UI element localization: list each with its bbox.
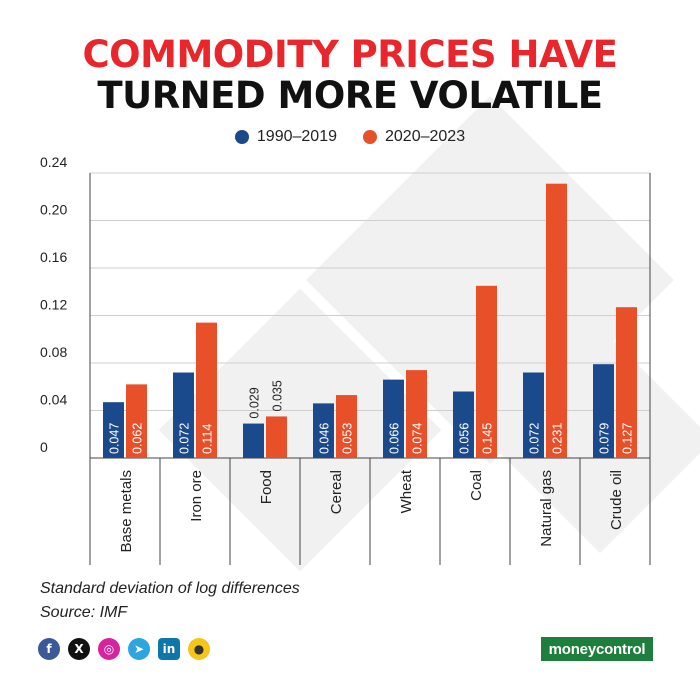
bar-chart: 0 0.04 0.08 0.12 0.16 0.20 0.24 0.047 0.062 Base … [40, 154, 651, 565]
x-tick-label: Crude oil [608, 470, 625, 530]
x-tick-label: Wheat [398, 469, 415, 513]
social-icons: f X ◎ ➤ in ● [38, 638, 210, 660]
legend-item-series-1: 1990–2019 [234, 128, 337, 146]
data-label: 0.047 [108, 423, 122, 454]
legend-label-series-1: 1990–2019 [256, 128, 337, 145]
koo-icon[interactable]: ● [188, 638, 210, 660]
footnote: Standard deviation of log differences [40, 580, 300, 597]
facebook-icon[interactable]: f [38, 638, 60, 660]
bar [313, 403, 334, 458]
data-label: 0.035 [271, 380, 285, 411]
bar [523, 372, 544, 458]
bar [546, 183, 567, 458]
data-label: 0.231 [551, 423, 565, 454]
bar [476, 285, 497, 458]
data-label: 0.062 [131, 423, 145, 454]
data-label: 0.145 [481, 423, 495, 454]
bar [103, 402, 124, 458]
source-note: Source: IMF [40, 604, 128, 621]
x-tick-label: Iron ore [188, 470, 205, 522]
instagram-icon[interactable]: ◎ [98, 638, 120, 660]
bar [616, 307, 637, 458]
data-label: 0.066 [388, 423, 402, 454]
y-tick-label: 0.20 [40, 202, 67, 218]
legend-swatch-series-1 [234, 130, 249, 144]
bar [243, 423, 264, 458]
x-tick-label: Base metals [118, 470, 135, 553]
bar [126, 384, 147, 458]
bar [406, 370, 427, 458]
x-tick-label: Food [258, 470, 275, 504]
data-label: 0.074 [411, 423, 425, 454]
brand-logo: moneycontrol [541, 637, 653, 661]
y-tick-label: 0.24 [40, 154, 67, 170]
y-tick-label: 0.08 [40, 344, 67, 360]
data-label: 0.079 [598, 423, 612, 454]
bar [383, 379, 404, 458]
data-label: 0.114 [201, 424, 215, 454]
data-label: 0.127 [621, 423, 635, 454]
data-label: 0.072 [178, 423, 192, 454]
data-label: 0.053 [341, 423, 355, 454]
legend: 1990–2019 2020–2023 [0, 128, 700, 146]
bar [336, 395, 357, 458]
data-label: 0.056 [458, 423, 472, 454]
chart-title-line-1: COMMODITY PRICES HAVE [82, 33, 618, 76]
legend-swatch-series-2 [363, 130, 377, 144]
chart-title-line-2: TURNED MORE VOLATILE [97, 74, 603, 117]
x-tick-label: Coal [468, 470, 485, 501]
bar [593, 364, 614, 458]
legend-label-series-2: 2020–2023 [385, 128, 466, 145]
data-label: 0.072 [528, 423, 542, 454]
data-label: 0.029 [248, 387, 262, 418]
bar [266, 416, 287, 458]
y-tick-label: 0 [40, 439, 48, 455]
x-icon[interactable]: X [68, 638, 90, 660]
y-tick-label: 0.16 [40, 249, 67, 265]
x-tick-label: Natural gas [538, 470, 555, 547]
linkedin-icon[interactable]: in [158, 638, 180, 660]
legend-item-series-2: 2020–2023 [363, 128, 465, 146]
bar [173, 372, 194, 458]
bar [196, 322, 217, 458]
data-label: 0.046 [318, 423, 332, 454]
y-tick-label: 0.12 [40, 297, 67, 313]
y-tick-label: 0.04 [40, 392, 67, 408]
telegram-icon[interactable]: ➤ [128, 638, 150, 660]
bar [453, 391, 474, 458]
x-tick-label: Cereal [328, 470, 345, 514]
